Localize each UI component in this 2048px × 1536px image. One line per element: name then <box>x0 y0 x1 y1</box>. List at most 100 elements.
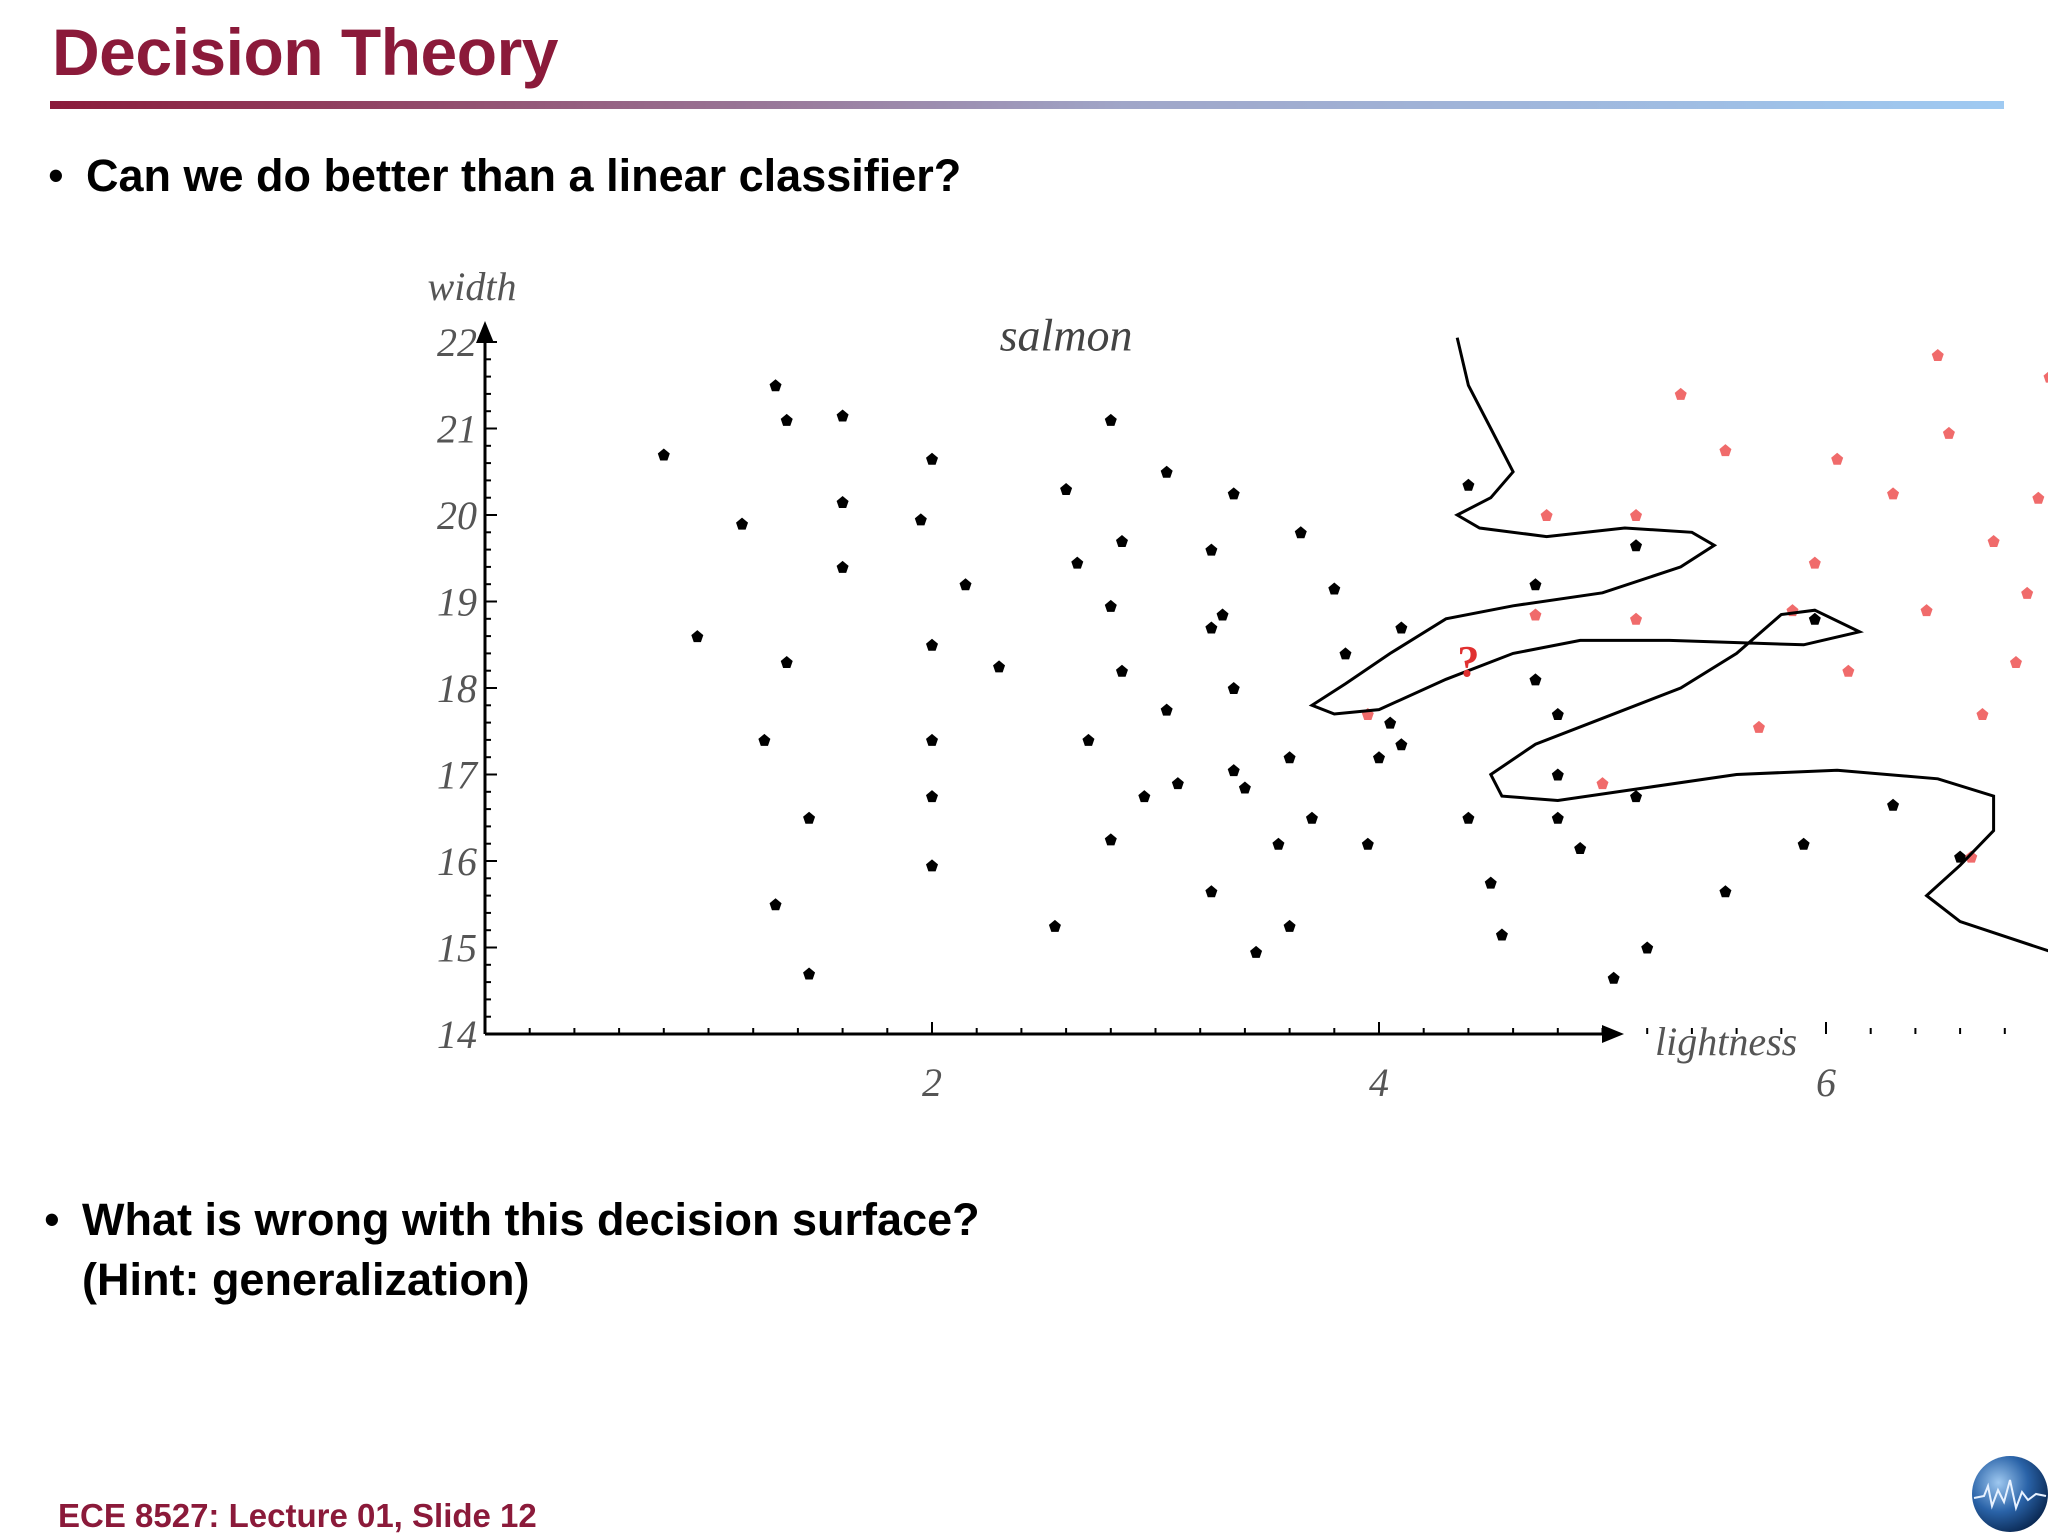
salmon-point <box>1551 811 1564 824</box>
salmon-point <box>1630 539 1643 552</box>
x-tick-label: 2 <box>922 1060 942 1105</box>
chart-axes: 246810141516171819202122widthlightness <box>428 264 2006 1105</box>
salmon-point <box>1227 682 1240 694</box>
x-axis-label: lightness <box>1655 1019 1797 1064</box>
salmon-point <box>836 560 849 573</box>
salmon-point <box>1104 599 1117 612</box>
chart-labels: salmonsea bass? <box>1000 310 1480 686</box>
salmon-point <box>1495 928 1508 941</box>
y-tick-label: 20 <box>437 493 477 538</box>
sea-bass-point <box>1752 720 1765 733</box>
salmon-point <box>926 859 938 872</box>
bullet-text: Can we do better than a linear classifie… <box>86 150 962 201</box>
salmon-point <box>769 379 782 392</box>
salmon-point <box>780 656 793 669</box>
bullet-decision-surface: • What is wrong with this decision surfa… <box>44 1190 980 1310</box>
salmon-point <box>1205 543 1218 556</box>
salmon-point <box>769 898 782 911</box>
salmon-point <box>1160 465 1173 478</box>
salmon-point <box>1529 578 1542 591</box>
sea-bass-point <box>1540 509 1553 521</box>
salmon-point <box>836 409 849 422</box>
y-tick-label: 21 <box>437 407 477 452</box>
salmon-point <box>1283 919 1296 932</box>
salmon-point <box>1954 850 1967 863</box>
salmon-point <box>657 448 670 461</box>
salmon-point <box>959 578 972 591</box>
salmon-point <box>836 496 849 509</box>
y-axis-arrow <box>476 321 494 343</box>
salmon-point <box>1551 707 1564 720</box>
salmon-point <box>803 811 816 824</box>
title-underline <box>50 101 2004 109</box>
y-axis-label: width <box>428 264 517 309</box>
decision-boundary <box>1308 337 2048 953</box>
salmon-point <box>1719 885 1732 898</box>
salmon-point <box>1216 608 1229 621</box>
salmon-point <box>1361 837 1374 850</box>
salmon-point <box>1384 716 1397 729</box>
salmon-point <box>1551 768 1564 781</box>
salmon-point <box>1160 703 1173 716</box>
sea-bass-point <box>1976 707 1989 720</box>
y-tick-label: 18 <box>437 666 477 711</box>
x-tick-label: 4 <box>1369 1060 1389 1105</box>
sea-bass-point <box>1931 348 1944 361</box>
sea-bass-point <box>2021 586 2034 599</box>
salmon-point <box>1138 790 1151 803</box>
salmon-point <box>1373 751 1385 764</box>
x-axis-arrow <box>1602 1025 1624 1043</box>
sea-bass-point <box>1942 426 1955 439</box>
salmon-points <box>657 379 1967 984</box>
salmon-point <box>1227 487 1240 500</box>
salmon-point <box>926 638 938 651</box>
sea-bass-point <box>1842 664 1855 677</box>
salmon-point <box>1115 534 1128 547</box>
salmon-point <box>1294 526 1307 539</box>
salmon-point <box>1574 842 1587 855</box>
salmon-point <box>1060 483 1073 496</box>
salmon-point <box>1227 764 1240 777</box>
salmon-point <box>1205 885 1218 898</box>
salmon-point <box>1462 811 1475 824</box>
salmon-point <box>1339 647 1352 660</box>
slide-footer: ECE 8527: Lecture 01, Slide 12 <box>58 1497 537 1534</box>
salmon-point <box>691 630 704 643</box>
sea-bass-point <box>1887 487 1900 500</box>
y-tick-label: 19 <box>437 580 477 625</box>
sea-bass-point <box>2043 371 2048 383</box>
salmon-point <box>914 513 927 526</box>
salmon-point <box>1082 733 1095 746</box>
slide-title: Decision Theory <box>52 15 558 89</box>
y-tick-label: 16 <box>437 839 477 884</box>
bullet-dot: • <box>44 1194 60 1245</box>
salmon-point <box>1104 833 1117 846</box>
salmon-point <box>1462 478 1475 491</box>
y-tick-label: 17 <box>437 753 479 798</box>
salmon-point <box>780 413 793 426</box>
salmon-point <box>1395 621 1408 634</box>
x-tick-label: 6 <box>1816 1060 1836 1105</box>
sea-bass-point <box>1831 452 1844 465</box>
salmon-point <box>926 790 938 803</box>
sea-bass-point <box>2009 656 2022 669</box>
sea-bass-point <box>1808 556 1821 569</box>
legend-salmon: salmon <box>1000 310 1133 361</box>
salmon-point <box>1071 556 1084 569</box>
salmon-point <box>1395 738 1408 751</box>
bullet-text-line2: (Hint: generalization) <box>82 1254 530 1305</box>
y-tick-label: 22 <box>437 320 477 365</box>
salmon-point <box>1887 798 1900 811</box>
salmon-point <box>1272 837 1285 850</box>
sea-bass-point <box>1674 387 1687 400</box>
salmon-point <box>1048 919 1061 932</box>
sea-bass-point <box>2032 491 2045 504</box>
salmon-point <box>1115 664 1128 677</box>
salmon-point <box>1205 621 1218 634</box>
salmon-point <box>803 967 816 980</box>
sea-bass-point <box>1987 534 2000 547</box>
sea-bass-point <box>1965 850 1978 863</box>
salmon-point <box>1641 941 1654 954</box>
globe-waveform-logo-icon <box>1972 1456 2048 1532</box>
